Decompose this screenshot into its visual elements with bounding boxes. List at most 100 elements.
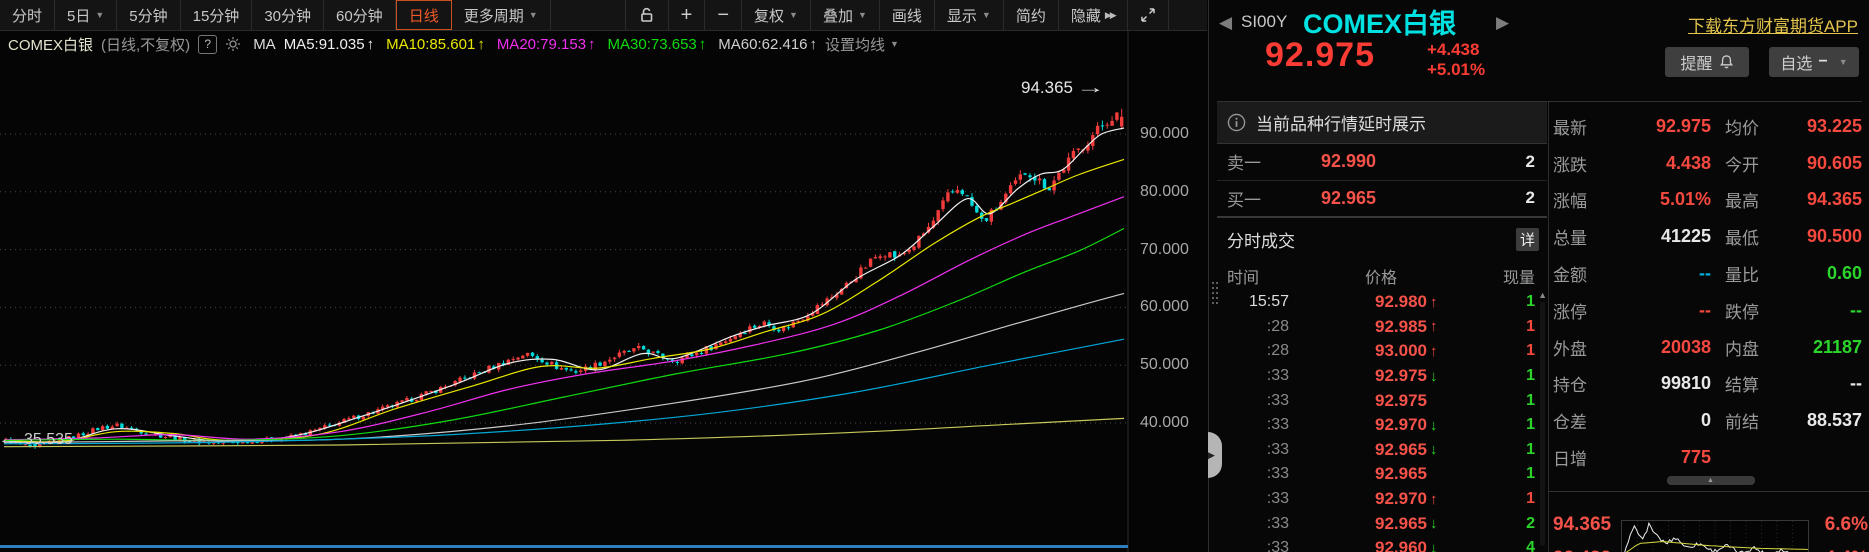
adjust-price-dropdown[interactable]: 复权 ▼ — [742, 0, 811, 30]
zoom-out-button[interactable]: − — [705, 0, 743, 30]
unlock-icon[interactable] — [626, 0, 669, 30]
next-instrument-button[interactable]: ▶ — [1496, 13, 1510, 32]
ask-label: 卖一 — [1227, 154, 1261, 174]
stats-row: 最新 92.975 均价 93.225 — [1553, 115, 1862, 138]
ma-legend-item: MA20:79.153 ↑ — [496, 35, 596, 53]
stats-rows: 最新 92.975 均价 93.225 涨跌 4.438 今开 90.605 涨幅 5.01% 最高… — [1551, 108, 1869, 476]
period-more[interactable]: 更多周期 ▼ — [452, 0, 551, 30]
bid-qty: 2 — [1525, 188, 1535, 208]
alert-button[interactable]: 提醒 — [1665, 47, 1749, 77]
stats-row: 仓差 0 前结 88.537 — [1553, 410, 1862, 433]
ma-legend-item: MA5:91.035 ↑ — [283, 35, 375, 53]
period-daily[interactable]: 日线 — [395, 0, 452, 30]
chart-subtitle: (日线,不复权) — [101, 36, 191, 54]
tick-row: :33 92.960 ↓ 4 — [1266, 538, 1535, 552]
price-chart-svg — [0, 30, 1129, 552]
tick-column-headers: 时间 价格 现量 — [1217, 260, 1547, 290]
prev-instrument-button[interactable]: ◀ — [1219, 13, 1233, 32]
draw-line-button[interactable]: 画线 — [880, 0, 935, 30]
high-annotation: 94.365 → — [1021, 78, 1105, 97]
tick-row: :28 92.985 ↑ 1 — [1266, 316, 1535, 336]
axis-label: 40.000 — [1140, 414, 1189, 431]
stats-row: 总量 41225 最低 90.500 — [1553, 226, 1862, 249]
collapse-stats-button[interactable]: ▲ — [1666, 476, 1755, 485]
ma-legend-item: MA60:62.416 ↑ — [718, 35, 818, 53]
bid-row: 买一 92.965 2 — [1217, 181, 1547, 218]
stats-row: 涨幅 5.01% 最高 94.365 — [1553, 189, 1862, 212]
col-qty: 现量 — [1502, 270, 1535, 287]
tick-row: :28 93.000 ↑ 1 — [1266, 341, 1535, 361]
ask-price: 92.990 — [1321, 151, 1377, 172]
tick-row: :33 92.965 ↓ 2 — [1266, 513, 1535, 533]
mini-low-label: 92.432 — [1553, 548, 1611, 552]
chart-title: COMEX白银 — [8, 36, 94, 54]
stats-row: 金额 -- 量比 0.60 — [1553, 263, 1862, 286]
remove-icon: − — [1818, 53, 1828, 70]
price-change-block: +4.438 +5.01% — [1427, 40, 1485, 80]
right-arrow-icon: → — [1076, 78, 1105, 97]
tick-row: 15:57 92.980 ↑ 1 — [1248, 292, 1535, 312]
panel-column-divider — [1548, 102, 1549, 552]
col-price: 价格 — [1365, 270, 1398, 287]
download-app-link[interactable]: 下载东方财富期货APP — [1687, 17, 1858, 36]
period-60min[interactable]: 60分钟 — [324, 0, 396, 30]
detail-button[interactable]: 详 — [1516, 227, 1539, 251]
help-icon[interactable]: ? — [198, 34, 218, 54]
col-time: 时间 — [1227, 270, 1260, 287]
fullscreen-icon[interactable] — [1128, 0, 1169, 30]
tick-row: :33 92.970 ↓ 1 — [1266, 415, 1535, 435]
price-change-pct: +5.01% — [1427, 60, 1486, 79]
stats-divider — [1549, 491, 1869, 492]
mini-high-label: 94.365 — [1553, 514, 1612, 535]
period-15min[interactable]: 15分钟 — [181, 0, 253, 30]
mini-low-pct-label: 4.4% — [1825, 548, 1868, 552]
bell-icon — [1719, 54, 1734, 70]
gear-icon[interactable] — [225, 36, 241, 52]
price-change: +4.438 — [1427, 40, 1480, 59]
zoom-in-button[interactable]: + — [669, 0, 706, 30]
ma-line-series — [3, 127, 1125, 448]
delay-notice-banner: 当前品种行情延时展示 — [1217, 102, 1547, 144]
low-annotation: ←35.535 — [0, 431, 73, 449]
tick-row: :33 92.965 ↓ 1 — [1266, 439, 1535, 459]
stats-column: 最新 92.975 均价 93.225 涨跌 4.438 今开 90.605 涨幅 5.01% 最高… — [1549, 108, 1869, 552]
period-30min[interactable]: 30分钟 — [252, 0, 324, 30]
tick-list-header: 分时成交 详 — [1217, 218, 1547, 260]
mini-chart-plot — [1621, 520, 1809, 552]
ma-legend-item: MA10:85.601 ↑ — [386, 35, 485, 53]
gridlines — [0, 133, 1128, 424]
period-5min[interactable]: 5分钟 — [117, 0, 181, 30]
simple-mode-button[interactable]: 简约 — [1004, 0, 1059, 30]
ma-settings-button[interactable]: 设置均线 ▼ — [825, 36, 899, 54]
ma-legend-item: MA30:73.653 ↑ — [607, 35, 707, 53]
watchlist-button[interactable]: 自选 − ▼ — [1769, 47, 1859, 77]
mini-high-pct-label: 6.6% — [1824, 514, 1868, 535]
tick-row: :33 92.975 ↓ 1 — [1266, 366, 1535, 386]
bid-price: 92.965 — [1321, 187, 1377, 208]
panel-resize-grip[interactable] — [1212, 282, 1214, 284]
hide-sidebar-button[interactable]: 隐藏 ▶▶ — [1059, 0, 1128, 30]
stats-row: 日增 775 — [1553, 447, 1711, 470]
stats-row: 涨停 -- 跌停 -- — [1553, 299, 1862, 322]
tick-list-title: 分时成交 — [1227, 231, 1295, 251]
ask-qty: 2 — [1525, 151, 1535, 171]
last-price: 92.975 — [1265, 36, 1375, 74]
order-flow-column: 当前品种行情延时展示 卖一 92.990 2 买一 92.965 2 分时成交 … — [1217, 102, 1547, 552]
axis-label: 90.000 — [1140, 125, 1189, 142]
scroll-up-icon[interactable]: ▲ — [1538, 290, 1547, 300]
ma-label: MA — [253, 35, 276, 53]
period-intraday[interactable]: 分时 — [0, 0, 56, 30]
axis-label: 80.000 — [1140, 182, 1189, 200]
collapse-panel-handle[interactable]: ▶ — [1208, 432, 1222, 478]
info-icon — [1227, 113, 1246, 132]
display-dropdown[interactable]: 显示 ▼ — [935, 0, 1004, 30]
chevron-down-icon: ▼ — [1838, 57, 1848, 67]
chart-toolbar: 分时 5日 ▼ 5分钟 15分钟 30分钟 60分钟 日线 更多周期 ▼ + − 复权 ▼ 叠加 ▼ 画线 显示 ▼… — [0, 0, 1207, 31]
toolbar-spacer — [551, 0, 626, 30]
period-5day[interactable]: 5日 ▼ — [55, 0, 118, 30]
toolbar-fill — [1169, 0, 1207, 30]
overlay-dropdown[interactable]: 叠加 ▼ — [811, 0, 880, 30]
tick-row: :33 92.965 1 — [1266, 464, 1535, 484]
tick-scrollbar[interactable] — [1540, 302, 1545, 546]
tick-list: 15:57 92.980 ↑ 1 :28 92.985 ↑ 1 :28 93.000 ↑ 1 :33 92… — [1217, 290, 1547, 552]
